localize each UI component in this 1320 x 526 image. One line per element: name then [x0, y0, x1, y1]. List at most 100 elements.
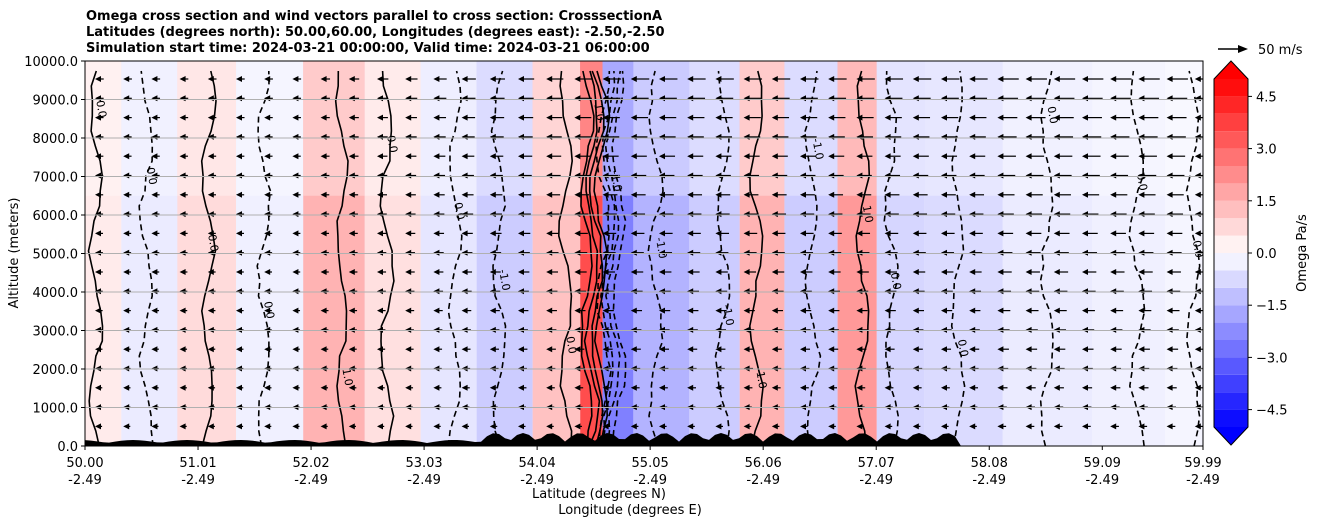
wind-vector-head	[1082, 288, 1088, 295]
colorbar-segment	[1214, 183, 1248, 201]
wind-vector-head	[292, 307, 299, 314]
wind-vector-head	[602, 230, 609, 237]
wind-vector-head	[997, 230, 1004, 237]
x-tick-label-lat: 59.99	[1184, 456, 1221, 471]
wind-vector-head	[1194, 423, 1201, 430]
y-tick-label: 3000.0	[33, 325, 79, 340]
wind-vector-head	[630, 230, 637, 237]
wind-vector-head	[546, 230, 553, 237]
wind-vector-head	[884, 76, 891, 82]
wind-vector-head	[715, 249, 722, 256]
colorbar-segment	[1214, 409, 1248, 427]
wind-vector-head	[1138, 153, 1145, 160]
contour-label: 0.0	[384, 134, 400, 153]
wind-vector-head	[659, 269, 665, 275]
wind-vector-head	[292, 211, 299, 218]
wind-vector-head	[123, 307, 130, 314]
wind-vector-head	[1082, 249, 1088, 256]
wind-vector-head	[630, 114, 637, 121]
omega-column-upper	[924, 61, 1003, 196]
wind-vector-head	[207, 249, 214, 256]
wind-vector-head	[969, 384, 976, 391]
x-axis-label-line-2: Longitude (degrees E)	[558, 503, 702, 518]
wind-vector-head	[1138, 288, 1145, 295]
wind-vector-head	[236, 269, 242, 275]
wind-vector-head	[461, 153, 468, 160]
colorbar-tick-label: 3.0	[1256, 143, 1277, 158]
wind-vector-head	[236, 153, 242, 160]
wind-vector-head	[715, 346, 722, 353]
wind-vector-head	[405, 230, 412, 237]
wind-vector-head	[630, 153, 637, 160]
wind-vector-head	[771, 153, 778, 160]
wind-vector-head	[856, 153, 863, 160]
chart-title-line-1: Omega cross section and wind vectors par…	[86, 9, 663, 24]
wind-vector-head	[489, 191, 496, 198]
wind-vector-head	[1166, 288, 1173, 295]
wind-vector-head	[969, 288, 976, 295]
wind-vector-head	[1138, 230, 1145, 237]
wind-vector-head	[969, 211, 976, 218]
wind-vector-head	[179, 114, 186, 121]
wind-vector-head	[405, 326, 412, 333]
wind-vector-head	[856, 423, 863, 430]
contour-label: 0.0	[1044, 105, 1060, 124]
wind-vector-head	[95, 423, 101, 430]
wind-vector-head	[207, 76, 214, 82]
wind-vector-head	[433, 307, 440, 314]
y-tick-label: 7000.0	[33, 171, 79, 186]
wind-vector-head	[292, 76, 299, 82]
wind-vector-head	[574, 346, 581, 353]
x-tick-label-lat: 58.08	[971, 456, 1008, 471]
wind-vector-head	[659, 191, 665, 198]
colorbar-tick-label: −4.5	[1256, 404, 1288, 419]
wind-vector-head	[95, 153, 101, 160]
x-axis: 50.00 -2.49 51.01 -2.49 52.02 -2.49 53.03 -2.49…	[66, 446, 1222, 488]
wind-vector-head	[292, 269, 299, 275]
wind-vector-head	[320, 230, 327, 237]
wind-vector-head	[348, 191, 355, 198]
colorbar-extend-min	[1214, 427, 1248, 445]
wind-vector-head	[715, 211, 722, 218]
wind-vector-head	[659, 288, 665, 295]
wind-vector-head	[1166, 230, 1173, 237]
wind-vector-head	[433, 423, 440, 430]
wind-vector-head	[828, 114, 835, 121]
wind-vector-head	[546, 307, 553, 314]
wind-vector-head	[687, 191, 694, 198]
wind-vector-head	[1025, 230, 1032, 237]
contour-line	[200, 70, 217, 446]
wind-vector-head	[771, 288, 778, 295]
wind-vector-head	[884, 191, 891, 198]
wind-vector-head	[377, 326, 383, 333]
wind-vector-head	[405, 288, 412, 295]
wind-vector-head	[179, 211, 186, 218]
wind-vector-head	[1110, 384, 1117, 391]
wind-vector-head	[546, 326, 553, 333]
colorbar-segment	[1214, 200, 1248, 219]
wind-vector-head	[828, 326, 835, 333]
wind-vector-head	[602, 307, 609, 314]
wind-vector-head	[574, 230, 581, 237]
wind-vector-head	[630, 288, 637, 295]
wind-vector-head	[179, 230, 186, 237]
wind-vector-head	[941, 288, 947, 295]
wind-vector-head	[1082, 191, 1088, 198]
wind-vector-head	[348, 288, 355, 295]
wind-vector-head	[574, 211, 581, 218]
wind-vector-head	[602, 114, 609, 121]
wind-vector-head	[630, 211, 637, 218]
wind-vector-head	[602, 191, 609, 198]
wind-vector-head	[912, 230, 919, 237]
omega-column-upper	[177, 61, 237, 196]
colorbar-segment	[1214, 148, 1248, 166]
wind-vector-head	[461, 211, 468, 218]
x-tick-label-lon: -2.49	[520, 473, 554, 488]
wind-vector-head	[715, 326, 722, 333]
wind-vector-head	[1025, 211, 1032, 218]
wind-vector-head	[743, 249, 750, 256]
wind-vector-head	[320, 114, 327, 121]
wind-vector-head	[828, 191, 835, 198]
wind-vector-head	[320, 211, 327, 218]
wind-vector-head	[1053, 230, 1060, 237]
